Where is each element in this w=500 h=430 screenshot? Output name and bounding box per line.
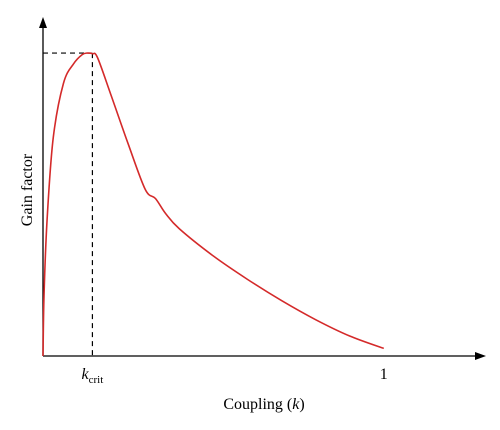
x-axis-label-var: k bbox=[292, 396, 300, 413]
axes bbox=[39, 17, 486, 360]
series-layer bbox=[42, 52, 385, 357]
series-line-0 bbox=[42, 52, 385, 357]
x-tick-label-0: kcrit bbox=[82, 366, 104, 386]
x-axis-label-suffix: ) bbox=[299, 396, 304, 413]
peak-guides bbox=[43, 52, 94, 356]
y-axis-label: Gain factor bbox=[19, 153, 36, 226]
x-axis-label: Coupling (k) bbox=[223, 396, 304, 413]
y-axis-arrow bbox=[39, 17, 47, 28]
x-axis-label-prefix: Coupling ( bbox=[223, 396, 292, 413]
x-axis-arrow bbox=[475, 352, 486, 360]
x-tick-layer: kcrit 1 bbox=[82, 366, 388, 386]
x-tick-label-sub: crit bbox=[89, 374, 104, 386]
x-tick-label-1: 1 bbox=[380, 366, 388, 383]
x-tick-label-main: k bbox=[82, 366, 90, 383]
